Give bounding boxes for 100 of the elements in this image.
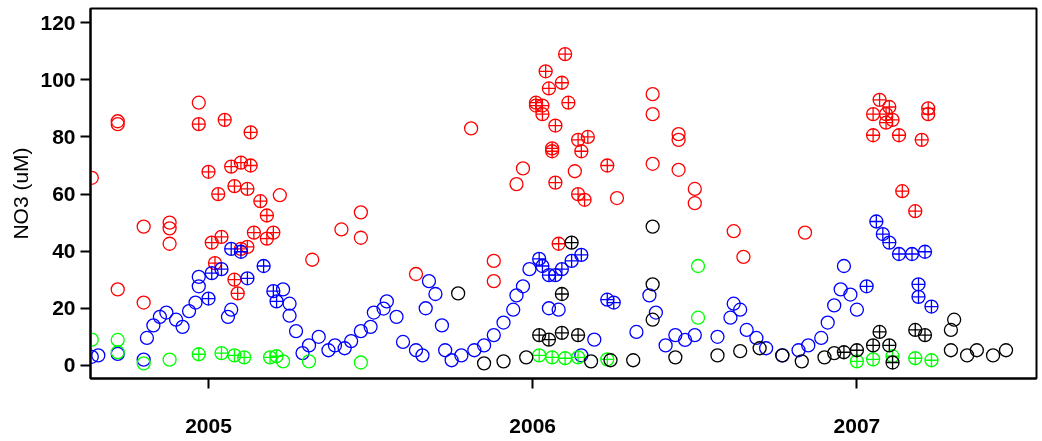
point [535, 106, 550, 122]
point [645, 312, 660, 327]
point [162, 236, 177, 251]
point [794, 354, 809, 369]
point [334, 222, 349, 237]
point [947, 312, 962, 327]
point [217, 112, 232, 127]
point [253, 194, 268, 209]
point [162, 352, 177, 367]
point [136, 356, 151, 371]
point [911, 277, 926, 292]
point [214, 229, 229, 245]
point [535, 258, 550, 274]
point [227, 348, 242, 363]
point [924, 299, 939, 314]
point [733, 343, 748, 359]
point [463, 121, 479, 136]
point [645, 156, 660, 171]
point [243, 158, 258, 173]
point [201, 291, 216, 306]
point [535, 98, 550, 113]
point [541, 268, 557, 283]
point [201, 164, 216, 179]
point [240, 271, 255, 286]
point [136, 295, 151, 310]
point [353, 355, 369, 370]
point [191, 95, 206, 110]
point [240, 239, 255, 255]
point [959, 348, 975, 363]
y-tick-label: 0 [63, 353, 76, 377]
point [353, 230, 369, 245]
point [551, 236, 566, 251]
point [548, 268, 563, 283]
point [486, 253, 501, 269]
y-tick-label: 20 [52, 296, 76, 320]
point [917, 244, 933, 259]
point [256, 258, 271, 274]
point [476, 356, 492, 371]
point [570, 132, 586, 147]
point [545, 350, 560, 365]
point [645, 277, 660, 292]
x-tick-label: 2005 [185, 413, 233, 437]
point [554, 286, 570, 302]
point [710, 348, 725, 363]
point [450, 286, 466, 301]
point [269, 294, 284, 309]
point [259, 208, 275, 223]
point [554, 325, 570, 340]
point [817, 350, 832, 365]
point [797, 225, 813, 240]
point [645, 107, 660, 122]
point [574, 247, 589, 263]
point [752, 341, 767, 356]
point [191, 347, 206, 362]
point [262, 350, 278, 365]
point [872, 324, 887, 340]
point [214, 262, 229, 277]
point [136, 219, 151, 234]
point [921, 106, 936, 122]
y-axis-title: NO3 (uM) [9, 147, 33, 240]
point [904, 246, 920, 262]
point [600, 292, 615, 307]
point [687, 196, 702, 211]
point [626, 353, 641, 368]
point [240, 181, 255, 197]
y-tick-label: 40 [52, 239, 76, 263]
point [570, 186, 586, 202]
point [827, 345, 842, 361]
point [515, 161, 531, 176]
point [878, 115, 894, 130]
point [554, 262, 570, 277]
point [301, 354, 317, 369]
point [532, 348, 547, 363]
point [509, 176, 524, 192]
point [969, 343, 984, 358]
point [998, 343, 1014, 358]
point [606, 295, 621, 310]
point [836, 345, 852, 360]
point [859, 279, 874, 294]
point [110, 332, 125, 348]
point [538, 64, 553, 79]
point [736, 249, 751, 265]
point [869, 214, 884, 229]
point [233, 155, 249, 170]
y-tick-label: 80 [52, 124, 76, 148]
point [211, 186, 226, 202]
point [408, 266, 424, 282]
point [882, 99, 897, 115]
point [557, 47, 573, 62]
point [561, 95, 576, 110]
point [671, 162, 686, 177]
point [570, 350, 586, 365]
point [574, 144, 589, 159]
point [246, 225, 262, 240]
point [865, 338, 881, 353]
point [882, 235, 897, 250]
point [885, 349, 900, 364]
x-tick-label: 2007 [833, 413, 881, 437]
point [865, 106, 881, 122]
point [486, 274, 501, 289]
